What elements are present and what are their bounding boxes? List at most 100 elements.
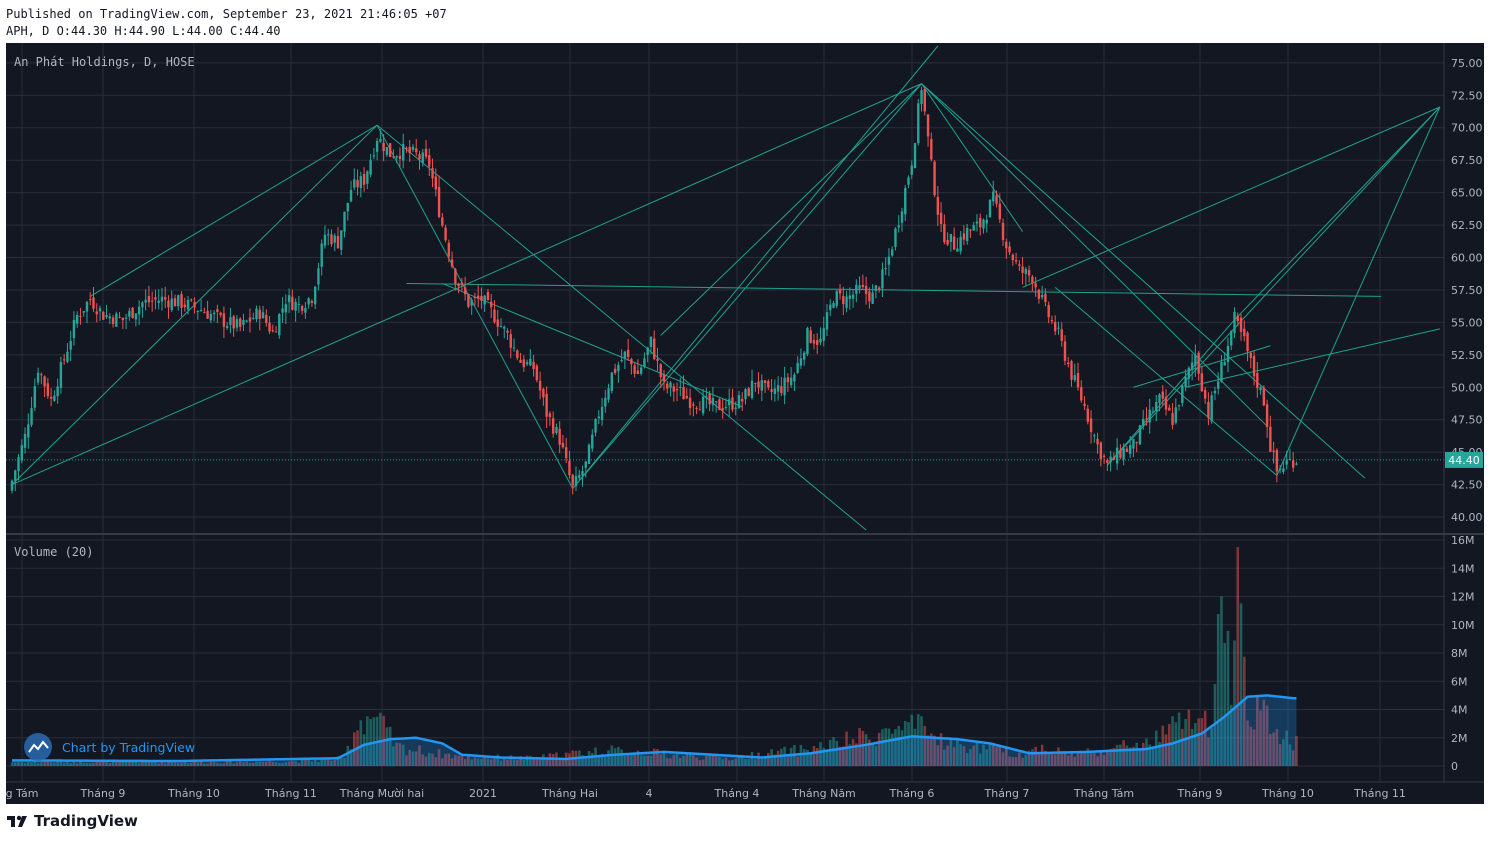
published-info: Published on TradingView.com, September … [6, 7, 447, 21]
volume-bar [995, 746, 998, 766]
candle-body [835, 291, 838, 306]
candle-body [985, 219, 988, 224]
volume-bar [225, 760, 229, 766]
volume-bar [88, 763, 92, 766]
candle-body [300, 306, 304, 311]
chart-canvas[interactable]: 75.00 72.50 70.00 67.50 65.00 62.50 60.00 57.50… [0, 42, 1490, 805]
volume-tick-label: 12M [1451, 591, 1475, 604]
volume-bar [421, 754, 425, 766]
volume-bar [1115, 744, 1119, 766]
candle-body [802, 352, 806, 360]
trend-line [1054, 286, 1278, 476]
time-tick-label: Tháng Hai [541, 787, 598, 800]
volume-bar [10, 762, 14, 766]
candle-body [858, 285, 861, 289]
candle-body [750, 380, 754, 398]
volume-bar [1050, 752, 1054, 766]
price-tick-label: 55.00 [1451, 316, 1483, 329]
candle-body [1177, 405, 1181, 407]
volume-bar [949, 738, 953, 766]
candle-body [424, 148, 428, 157]
volume-bar [812, 746, 816, 766]
candle-body [685, 395, 689, 399]
volume-bar [512, 759, 516, 766]
volume-bar [675, 753, 679, 766]
tradingview-logo[interactable]: TradingView [6, 812, 138, 830]
volume-bar [85, 762, 89, 766]
trend-line [1234, 106, 1441, 321]
candle-body [838, 289, 842, 294]
volume-bar [444, 753, 447, 766]
candle-body [157, 300, 160, 303]
candle-body [444, 227, 447, 241]
volume-bar [894, 729, 897, 766]
candle-body [388, 143, 392, 157]
candle-body [463, 287, 467, 295]
candle-body [1132, 439, 1135, 449]
candle-body [509, 334, 512, 348]
last-price-text: 44.40 [1448, 454, 1480, 467]
candle-body [199, 310, 203, 312]
volume-bar [763, 758, 767, 766]
volume-bar [463, 759, 467, 766]
volume-title: Volume (20) [14, 545, 93, 559]
candle-body [1168, 407, 1171, 411]
candle-body [1073, 375, 1076, 381]
candle-body [881, 269, 884, 289]
candle-body [737, 395, 741, 408]
candle-body [923, 88, 926, 112]
candle-body [578, 474, 581, 478]
time-tick-label: Tháng Tám [1073, 787, 1134, 800]
volume-bar [418, 745, 421, 766]
volume-bar [874, 745, 878, 766]
candle-body [1272, 450, 1275, 453]
volume-bar [851, 739, 855, 766]
candle-body [369, 160, 372, 175]
volume-bar [1099, 750, 1103, 766]
volume-bar [1122, 740, 1125, 766]
candle-body [405, 147, 408, 149]
volume-bar [30, 762, 33, 766]
volume-bar [336, 756, 340, 766]
candle-body [1239, 317, 1243, 332]
candle-body [956, 248, 959, 252]
candle-body [1174, 407, 1178, 423]
last-price-label: 44.40 [1445, 451, 1483, 468]
volume-bar [147, 761, 151, 766]
volume-bar [695, 757, 698, 766]
candle-body [320, 243, 323, 267]
candle-body [1243, 328, 1246, 337]
candle-body [731, 397, 734, 410]
candle-body [734, 407, 737, 409]
candle-body [431, 168, 434, 179]
candle-body [1005, 241, 1008, 249]
candle-body [1115, 447, 1119, 464]
price-tick-label: 47.50 [1451, 414, 1483, 427]
volume-bar [926, 735, 930, 766]
candle-body [610, 372, 614, 391]
candle-body [343, 211, 346, 232]
volume-bar [294, 761, 297, 766]
candle-body [551, 418, 555, 434]
volume-bar [737, 756, 741, 766]
candle-body [460, 282, 464, 285]
candle-body [85, 301, 89, 312]
candle-body [516, 350, 519, 359]
volume-bar [982, 744, 985, 766]
volume-bar [395, 742, 398, 766]
candle-body [1249, 352, 1252, 358]
volume-bar [600, 753, 604, 766]
candle-body [617, 364, 620, 372]
candle-body [470, 299, 473, 306]
candle-body [147, 296, 151, 303]
candle-body [1040, 294, 1044, 298]
candle-body [1181, 385, 1184, 404]
candle-body [434, 176, 437, 190]
candle-body [476, 295, 480, 299]
volume-bar [1226, 630, 1230, 766]
volume-bar [414, 751, 418, 766]
volume-bar [238, 761, 242, 766]
volume-bar [887, 728, 891, 766]
volume-bar [486, 758, 490, 766]
candle-body [1044, 293, 1047, 302]
